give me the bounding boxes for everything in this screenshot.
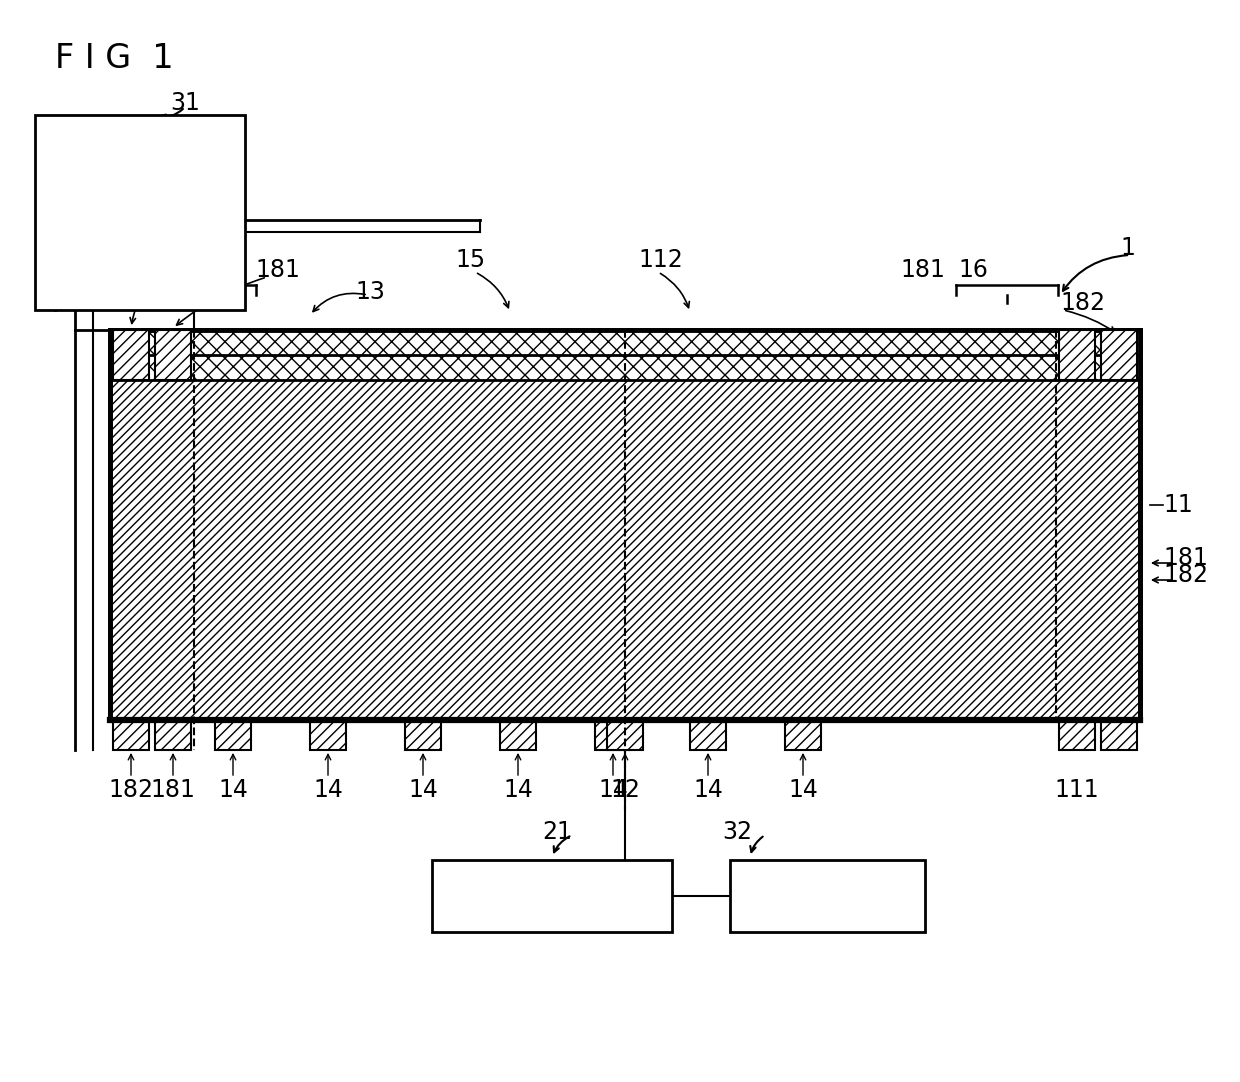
Bar: [500, 720, 536, 750]
Text: 32: 32: [722, 820, 751, 844]
Text: 14: 14: [312, 778, 343, 802]
Bar: [405, 720, 441, 750]
Text: 14: 14: [598, 778, 627, 802]
Bar: [785, 720, 821, 750]
Text: 182: 182: [1060, 291, 1105, 315]
Text: 111: 111: [1055, 778, 1100, 802]
Text: 181: 181: [150, 778, 196, 802]
Text: 21: 21: [542, 820, 572, 844]
Bar: [310, 720, 346, 750]
Text: PREAMPLIFIER: PREAMPLIFIER: [472, 886, 631, 906]
Bar: [1059, 330, 1095, 380]
Text: 181: 181: [900, 258, 945, 282]
Text: 13: 13: [355, 280, 384, 304]
Bar: [730, 860, 925, 932]
Text: VOLTAGE
APPLI-
CATION
UNIT: VOLTAGE APPLI- CATION UNIT: [91, 168, 190, 258]
Text: 14: 14: [408, 778, 438, 802]
Text: 181: 181: [255, 258, 300, 282]
Text: 14: 14: [693, 778, 723, 802]
Bar: [35, 115, 246, 311]
Text: 16: 16: [959, 258, 988, 282]
Bar: [110, 330, 1140, 380]
Bar: [689, 720, 725, 750]
Text: 16: 16: [203, 258, 233, 282]
Text: 14: 14: [503, 778, 533, 802]
Text: 12: 12: [610, 778, 640, 802]
Bar: [595, 720, 631, 750]
Bar: [110, 330, 1140, 720]
Bar: [608, 720, 644, 750]
Text: 15: 15: [455, 248, 485, 272]
Text: 14: 14: [218, 778, 248, 802]
Text: 182: 182: [1163, 563, 1208, 588]
Bar: [215, 720, 250, 750]
Bar: [155, 720, 191, 750]
Bar: [113, 720, 149, 750]
Text: MAIN
AMPLIFIER: MAIN AMPLIFIER: [770, 874, 885, 918]
Text: 31: 31: [170, 91, 200, 115]
Text: 112: 112: [639, 248, 683, 272]
Text: 1: 1: [1120, 236, 1135, 260]
Text: 14: 14: [789, 778, 818, 802]
Bar: [1059, 720, 1095, 750]
Text: 182: 182: [148, 258, 193, 282]
Bar: [1101, 720, 1137, 750]
Bar: [110, 330, 1140, 720]
Text: F I G  1: F I G 1: [55, 42, 174, 75]
Bar: [155, 330, 191, 380]
Text: 11: 11: [1163, 493, 1193, 517]
Text: 181: 181: [1163, 546, 1208, 570]
Text: 182: 182: [109, 778, 154, 802]
Bar: [113, 330, 149, 380]
Bar: [432, 860, 672, 932]
Bar: [1101, 330, 1137, 380]
